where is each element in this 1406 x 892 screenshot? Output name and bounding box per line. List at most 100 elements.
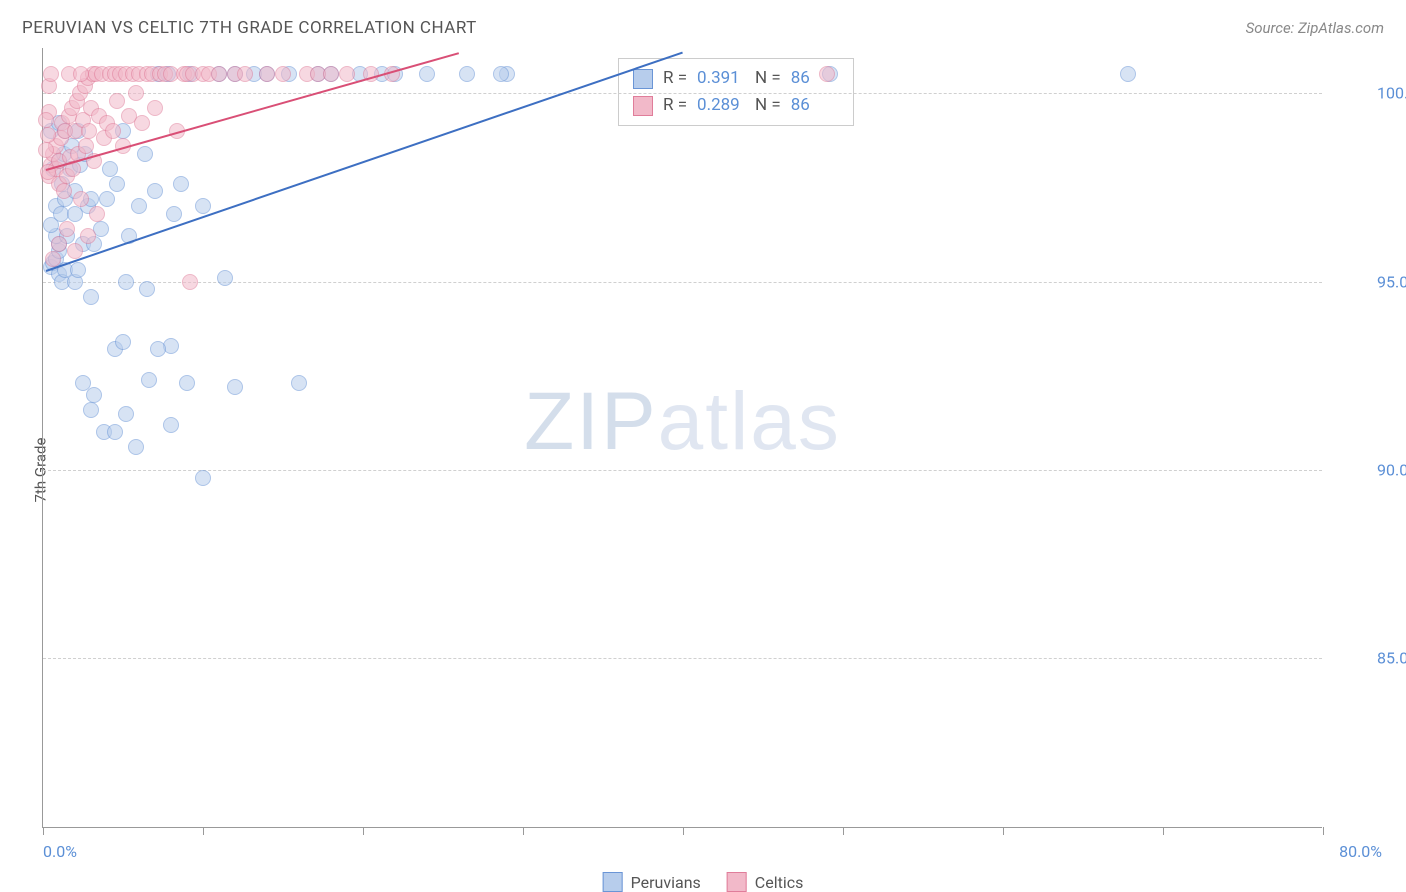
data-point	[51, 236, 67, 252]
data-point	[179, 375, 195, 391]
legend-label: Celtics	[755, 873, 804, 892]
data-point	[128, 439, 144, 455]
data-point	[128, 85, 144, 101]
data-point	[147, 100, 163, 116]
x-tick	[843, 827, 844, 835]
data-point	[70, 262, 86, 278]
data-point	[493, 66, 509, 82]
stat-key: R =	[663, 92, 687, 119]
x-tick	[43, 827, 44, 835]
data-point	[237, 66, 253, 82]
data-point	[83, 402, 99, 418]
stat-r-value: 0.391	[697, 65, 745, 92]
plot-area: ZIPatlas R =0.391N =86R =0.289N =86 85.0…	[42, 48, 1322, 828]
watermark: ZIPatlas	[524, 375, 841, 469]
data-point	[83, 289, 99, 305]
x-tick	[203, 827, 204, 835]
data-point	[819, 66, 835, 82]
data-point	[339, 66, 355, 82]
data-point	[73, 191, 89, 207]
chart-container: 7th Grade ZIPatlas R =0.391N =86R =0.289…	[0, 48, 1406, 892]
stats-swatch	[633, 69, 653, 89]
data-point	[163, 417, 179, 433]
data-point	[78, 138, 94, 154]
data-point	[211, 66, 227, 82]
data-point	[99, 191, 115, 207]
data-point	[73, 66, 89, 82]
x-tick	[523, 827, 524, 835]
data-point	[291, 375, 307, 391]
legend-swatch	[603, 872, 623, 892]
x-tick-label-max: 80.0%	[1339, 842, 1382, 861]
legend-item: Celtics	[727, 872, 804, 892]
data-point	[150, 341, 166, 357]
stats-row: R =0.391N =86	[633, 65, 839, 92]
data-point	[40, 127, 56, 143]
data-point	[195, 198, 211, 214]
data-point	[227, 379, 243, 395]
trend-line	[46, 52, 683, 272]
stat-key: N =	[755, 65, 781, 92]
data-point	[173, 176, 189, 192]
x-tick	[1163, 827, 1164, 835]
legend-item: Peruvians	[603, 872, 701, 892]
x-tick	[1323, 827, 1324, 835]
data-point	[275, 66, 291, 82]
data-point	[67, 243, 83, 259]
stat-key: N =	[755, 92, 781, 119]
y-tick-label: 95.0%	[1377, 272, 1406, 291]
stat-key: R =	[663, 65, 687, 92]
gridline	[43, 93, 1322, 94]
data-point	[147, 183, 163, 199]
x-tick-label-min: 0.0%	[43, 842, 77, 861]
data-point	[59, 221, 75, 237]
data-point	[86, 387, 102, 403]
data-point	[56, 183, 72, 199]
data-point	[1120, 66, 1136, 82]
data-point	[118, 406, 134, 422]
data-point	[89, 206, 105, 222]
data-point	[109, 176, 125, 192]
data-point	[105, 123, 121, 139]
gridline	[43, 470, 1322, 471]
data-point	[134, 115, 150, 131]
gridline	[43, 658, 1322, 659]
gridline	[43, 282, 1322, 283]
data-point	[102, 161, 118, 177]
legend-swatch	[727, 872, 747, 892]
source-label: Source: ZipAtlas.com	[1246, 19, 1384, 37]
y-tick-label: 85.0%	[1377, 649, 1406, 668]
data-point	[45, 251, 61, 267]
data-point	[115, 334, 131, 350]
data-point	[43, 66, 59, 82]
data-point	[118, 274, 134, 290]
data-point	[323, 66, 339, 82]
data-point	[80, 228, 96, 244]
data-point	[109, 93, 125, 109]
data-point	[419, 66, 435, 82]
data-point	[38, 112, 54, 128]
data-point	[141, 372, 157, 388]
data-point	[195, 470, 211, 486]
data-point	[131, 198, 147, 214]
x-tick	[683, 827, 684, 835]
data-point	[166, 206, 182, 222]
data-point	[38, 142, 54, 158]
stats-box: R =0.391N =86R =0.289N =86	[618, 58, 854, 126]
chart-title: PERUVIAN VS CELTIC 7TH GRADE CORRELATION…	[22, 18, 477, 38]
y-tick-label: 100.0%	[1377, 84, 1406, 103]
x-tick	[363, 827, 364, 835]
data-point	[107, 424, 123, 440]
data-point	[137, 146, 153, 162]
stats-row: R =0.289N =86	[633, 92, 839, 119]
x-tick	[1003, 827, 1004, 835]
y-tick-label: 90.0%	[1377, 461, 1406, 480]
data-point	[217, 270, 233, 286]
data-point	[259, 66, 275, 82]
legend-label: Peruvians	[631, 873, 701, 892]
stats-swatch	[633, 96, 653, 116]
legend: Peruvians Celtics	[603, 872, 804, 892]
data-point	[182, 274, 198, 290]
data-point	[139, 281, 155, 297]
stat-r-value: 0.289	[697, 92, 745, 119]
